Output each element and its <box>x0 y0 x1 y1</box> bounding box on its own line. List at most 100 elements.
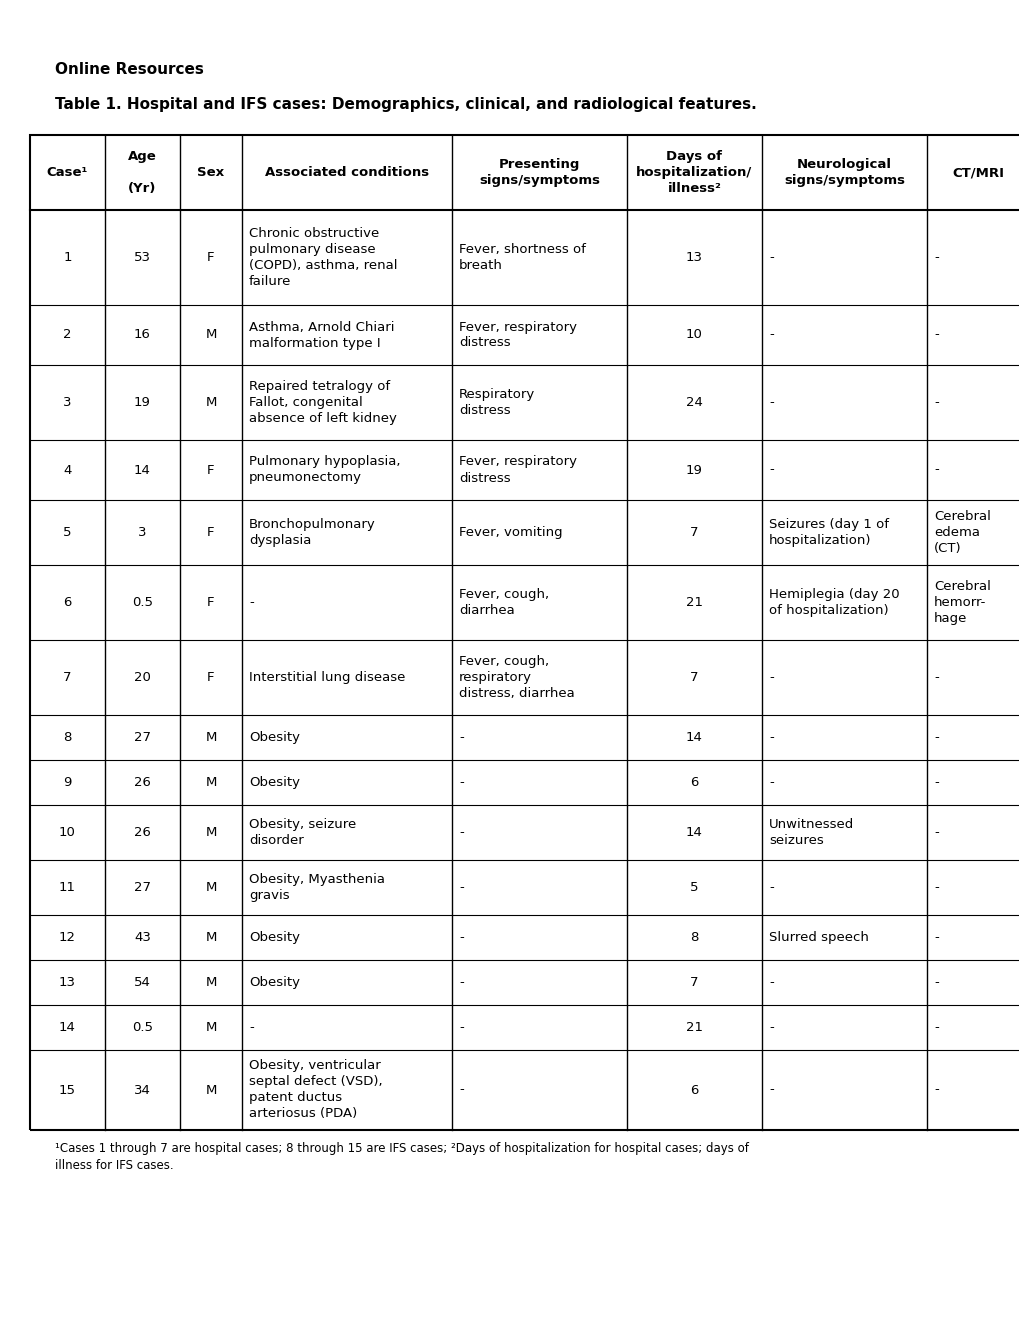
Text: -: - <box>459 880 464 894</box>
Text: 11: 11 <box>59 880 76 894</box>
Text: Obesity: Obesity <box>249 975 300 989</box>
Text: M: M <box>205 396 216 409</box>
Text: 26: 26 <box>133 826 151 840</box>
Text: -: - <box>768 1084 773 1097</box>
Text: -: - <box>933 1084 937 1097</box>
Text: -: - <box>768 396 773 409</box>
Text: F: F <box>207 251 215 264</box>
Text: Obesity, ventricular
septal defect (VSD),
patent ductus
arteriosus (PDA): Obesity, ventricular septal defect (VSD)… <box>249 1060 382 1121</box>
Text: -: - <box>768 1020 773 1034</box>
Text: Case¹: Case¹ <box>47 166 88 180</box>
Text: 27: 27 <box>133 731 151 744</box>
Text: 14: 14 <box>59 1020 75 1034</box>
Text: Interstitial lung disease: Interstitial lung disease <box>249 671 405 684</box>
Text: Asthma, Arnold Chiari
malformation type I: Asthma, Arnold Chiari malformation type … <box>249 321 394 350</box>
Text: -: - <box>768 975 773 989</box>
Text: F: F <box>207 671 215 684</box>
Text: F: F <box>207 463 215 477</box>
Text: -: - <box>933 671 937 684</box>
Text: M: M <box>205 731 216 744</box>
Text: Respiratory
distress: Respiratory distress <box>459 388 535 417</box>
Text: Obesity, Myasthenia
gravis: Obesity, Myasthenia gravis <box>249 873 384 902</box>
Text: Seizures (day 1 of
hospitalization): Seizures (day 1 of hospitalization) <box>768 517 889 546</box>
Text: -: - <box>768 776 773 789</box>
Text: 10: 10 <box>686 329 702 342</box>
Text: 6: 6 <box>63 597 71 609</box>
Text: -: - <box>933 826 937 840</box>
Text: CT/MRI: CT/MRI <box>952 166 1004 180</box>
Text: 7: 7 <box>63 671 71 684</box>
Text: -: - <box>768 329 773 342</box>
Text: M: M <box>205 329 216 342</box>
Text: -: - <box>459 1020 464 1034</box>
Text: Sex: Sex <box>198 166 224 180</box>
Text: -: - <box>933 776 937 789</box>
Text: 7: 7 <box>690 525 698 539</box>
Text: 19: 19 <box>686 463 702 477</box>
Text: 5: 5 <box>690 880 698 894</box>
Text: -: - <box>933 880 937 894</box>
Text: 2: 2 <box>63 329 71 342</box>
Text: -: - <box>768 731 773 744</box>
Bar <box>30 135 1019 1130</box>
Text: Age

(Yr): Age (Yr) <box>128 150 157 195</box>
Text: -: - <box>249 1020 254 1034</box>
Text: Fever, shortness of
breath: Fever, shortness of breath <box>459 243 585 272</box>
Text: Obesity: Obesity <box>249 776 300 789</box>
Text: 14: 14 <box>686 826 702 840</box>
Text: 21: 21 <box>686 1020 702 1034</box>
Text: Neurological
signs/symptoms: Neurological signs/symptoms <box>784 158 904 187</box>
Text: -: - <box>768 671 773 684</box>
Text: -: - <box>459 776 464 789</box>
Text: F: F <box>207 597 215 609</box>
Text: -: - <box>933 1020 937 1034</box>
Text: -: - <box>249 597 254 609</box>
Text: 6: 6 <box>690 776 698 789</box>
Text: -: - <box>459 826 464 840</box>
Text: -: - <box>768 880 773 894</box>
Text: 16: 16 <box>133 329 151 342</box>
Text: 54: 54 <box>133 975 151 989</box>
Text: -: - <box>459 931 464 944</box>
Text: 10: 10 <box>59 826 75 840</box>
Text: M: M <box>205 776 216 789</box>
Text: M: M <box>205 975 216 989</box>
Text: 8: 8 <box>63 731 71 744</box>
Text: Pulmonary hypoplasia,
pneumonectomy: Pulmonary hypoplasia, pneumonectomy <box>249 455 400 484</box>
Text: M: M <box>205 1020 216 1034</box>
Text: -: - <box>459 1084 464 1097</box>
Text: Presenting
signs/symptoms: Presenting signs/symptoms <box>479 158 599 187</box>
Text: -: - <box>933 463 937 477</box>
Text: Fever, respiratory
distress: Fever, respiratory distress <box>459 321 577 350</box>
Text: -: - <box>459 731 464 744</box>
Text: 43: 43 <box>133 931 151 944</box>
Text: Obesity, seizure
disorder: Obesity, seizure disorder <box>249 818 356 847</box>
Text: 13: 13 <box>686 251 702 264</box>
Text: 24: 24 <box>686 396 702 409</box>
Text: 14: 14 <box>133 463 151 477</box>
Text: Slurred speech: Slurred speech <box>768 931 868 944</box>
Text: 1: 1 <box>63 251 71 264</box>
Text: Fever, respiratory
distress: Fever, respiratory distress <box>459 455 577 484</box>
Text: Cerebral
edema
(CT): Cerebral edema (CT) <box>933 510 989 554</box>
Text: M: M <box>205 931 216 944</box>
Text: 9: 9 <box>63 776 71 789</box>
Text: 0.5: 0.5 <box>131 597 153 609</box>
Text: 27: 27 <box>133 880 151 894</box>
Text: -: - <box>933 975 937 989</box>
Text: Unwitnessed
seizures: Unwitnessed seizures <box>768 818 854 847</box>
Text: 20: 20 <box>133 671 151 684</box>
Text: -: - <box>933 251 937 264</box>
Text: Fever, vomiting: Fever, vomiting <box>459 525 562 539</box>
Text: ¹Cases 1 through 7 are hospital cases; 8 through 15 are IFS cases; ²Days of hosp: ¹Cases 1 through 7 are hospital cases; 8… <box>55 1142 748 1172</box>
Text: 7: 7 <box>690 975 698 989</box>
Text: 7: 7 <box>690 671 698 684</box>
Text: -: - <box>933 931 937 944</box>
Text: 12: 12 <box>59 931 76 944</box>
Text: 15: 15 <box>59 1084 76 1097</box>
Text: F: F <box>207 525 215 539</box>
Text: Associated conditions: Associated conditions <box>265 166 429 180</box>
Text: 0.5: 0.5 <box>131 1020 153 1034</box>
Text: 3: 3 <box>63 396 71 409</box>
Text: -: - <box>768 463 773 477</box>
